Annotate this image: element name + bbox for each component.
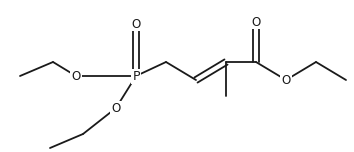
- Text: O: O: [251, 16, 261, 29]
- Text: O: O: [72, 69, 81, 83]
- Text: P: P: [132, 69, 140, 83]
- Text: O: O: [281, 74, 291, 86]
- Text: O: O: [131, 17, 141, 31]
- Text: O: O: [112, 102, 121, 114]
